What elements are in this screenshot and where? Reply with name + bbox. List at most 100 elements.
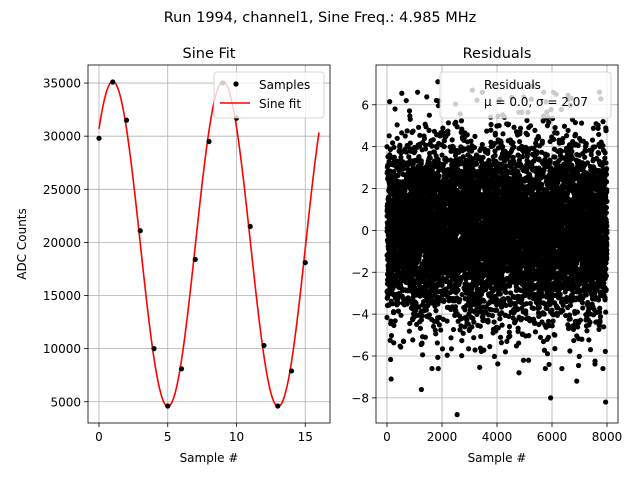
residual-point	[459, 353, 465, 359]
legend-samples-marker	[233, 81, 239, 87]
residual-point	[498, 340, 504, 346]
residual-point	[471, 144, 478, 151]
sine-fit-ytick-label: 30000	[43, 130, 81, 144]
residual-point	[407, 140, 413, 146]
residual-point	[407, 116, 413, 122]
sine-fit-ytick-label: 35000	[43, 77, 81, 91]
sample-point	[110, 79, 116, 85]
residual-point	[487, 344, 493, 350]
residual-point	[454, 124, 460, 130]
legend-fit-label: Sine fit	[259, 97, 301, 111]
residual-point	[457, 296, 463, 303]
residual-point	[483, 286, 489, 293]
residual-point	[433, 331, 439, 337]
residual-point	[503, 289, 509, 296]
residual-point	[391, 154, 397, 160]
sample-point	[261, 342, 267, 349]
residual-point	[441, 144, 447, 150]
residual-point	[420, 352, 426, 358]
residual-point	[444, 352, 450, 358]
sine-fit-xtick-label: 5	[164, 430, 172, 444]
residual-point	[441, 298, 447, 305]
residual-point	[448, 335, 454, 341]
residual-point	[394, 135, 400, 141]
residual-point	[410, 337, 416, 343]
residual-point	[426, 312, 433, 318]
residual-point	[392, 318, 398, 324]
residual-point	[471, 335, 477, 341]
residual-point	[424, 94, 430, 100]
residual-point	[390, 301, 396, 307]
residual-point	[486, 157, 492, 163]
residual-point	[417, 132, 423, 138]
residual-point	[395, 308, 402, 314]
residual-point	[468, 138, 474, 144]
residuals-ytick-label: 2	[361, 182, 369, 196]
residual-point	[505, 121, 512, 127]
residuals-title: Residuals	[463, 46, 532, 62]
residuals-xtick-label: 0	[383, 430, 391, 444]
residual-point	[479, 141, 485, 148]
residual-point	[472, 347, 478, 353]
sample-point	[288, 368, 295, 374]
residual-point	[412, 148, 418, 154]
sine-fit-ylabel: ADC Counts	[15, 208, 29, 280]
residual-point	[429, 143, 435, 149]
sample-point	[151, 346, 157, 352]
residual-point	[485, 319, 491, 325]
residual-point	[492, 152, 498, 158]
residual-point	[386, 133, 392, 139]
sine-fit-legend-box	[213, 71, 325, 119]
residuals-ytick-label: 6	[361, 98, 369, 112]
residual-point	[516, 138, 523, 145]
residuals-ytick-label: −6	[351, 350, 369, 364]
residual-point	[391, 322, 397, 328]
residual-point	[480, 154, 486, 160]
residual-point	[395, 300, 401, 306]
sample-point	[206, 138, 212, 145]
residual-point	[436, 173, 442, 179]
residual-point	[497, 316, 503, 322]
residual-point	[406, 108, 413, 114]
legend-samples-label: Samples	[259, 78, 310, 92]
residuals-points	[384, 79, 610, 418]
residual-point	[421, 135, 427, 142]
residual-point	[430, 137, 436, 143]
residual-point	[391, 340, 397, 346]
residual-point	[387, 99, 393, 105]
residual-point	[485, 148, 491, 154]
residual-point	[511, 124, 517, 130]
sine-fit-xtick-label: 15	[298, 430, 313, 444]
sample-point	[137, 228, 143, 234]
sample-point	[165, 403, 171, 409]
residual-point	[510, 140, 516, 146]
residual-point	[439, 346, 446, 352]
residual-point	[507, 333, 513, 339]
residual-point	[404, 128, 410, 134]
residual-point	[423, 307, 429, 313]
residual-point	[406, 328, 412, 334]
residual-point	[481, 298, 487, 304]
residual-point	[449, 137, 455, 143]
residual-point	[395, 172, 401, 178]
residual-point	[445, 128, 451, 134]
residuals-ytick-label: 4	[361, 140, 369, 154]
sample-point	[96, 135, 102, 141]
residual-point	[477, 364, 483, 370]
residual-point	[419, 340, 425, 346]
sample-point	[192, 256, 198, 263]
residual-point	[400, 338, 407, 345]
residual-point	[418, 160, 424, 167]
residuals-xtick-label: 6000	[537, 430, 568, 444]
residual-point	[416, 124, 422, 130]
figure-title: Run 1994, channel1, Sine Freq.: 4.985 MH…	[164, 10, 477, 26]
sample-point	[178, 366, 185, 372]
residual-point	[460, 330, 466, 336]
sine-fit-axes-frame	[87, 64, 331, 424]
residual-point	[495, 361, 501, 367]
residuals-ytick-label: 0	[361, 224, 369, 238]
residual-point	[389, 140, 396, 146]
residual-point	[459, 338, 465, 344]
